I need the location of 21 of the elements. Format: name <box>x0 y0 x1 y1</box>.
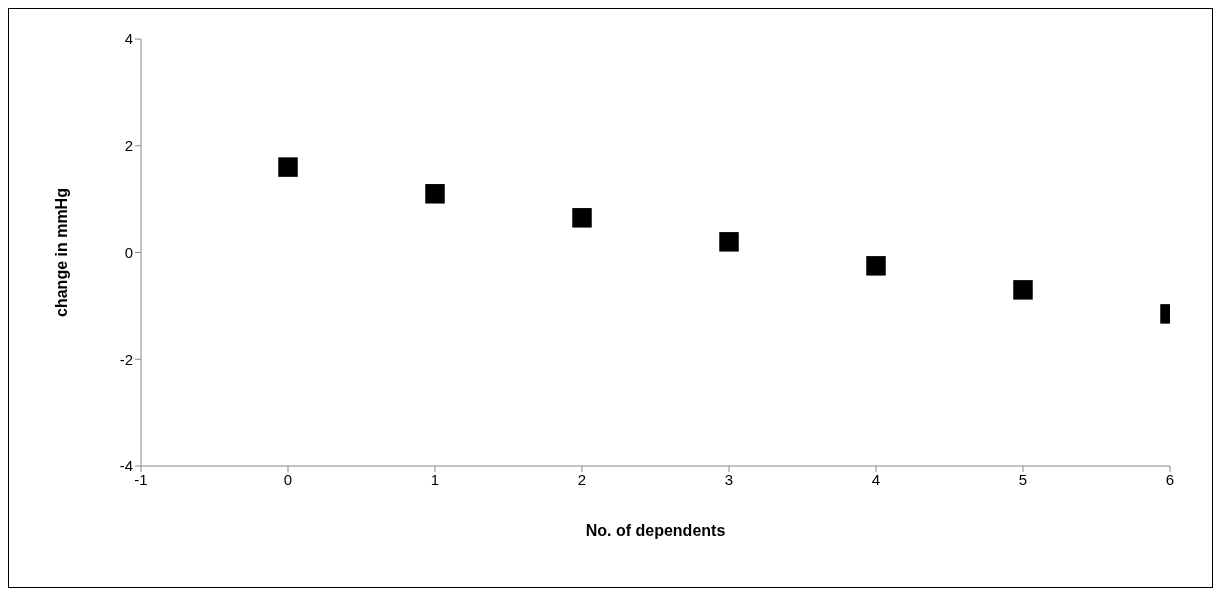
x-tick-label: 4 <box>871 470 881 488</box>
x-tick-label: 3 <box>724 470 734 488</box>
y-axis-title: change in mmHg <box>52 188 70 317</box>
x-tick-label: -1 <box>134 470 148 488</box>
point <box>572 208 592 228</box>
y-tick-label: 4 <box>124 30 133 48</box>
point <box>719 232 739 252</box>
x-tick-label: 5 <box>1018 470 1028 488</box>
y-tick-label: 2 <box>124 137 133 155</box>
y-tick-label: -2 <box>119 350 133 368</box>
point <box>866 256 886 276</box>
x-tick-label: 6 <box>1165 470 1175 488</box>
y-tick-label: 0 <box>124 243 133 261</box>
point <box>425 184 445 204</box>
x-axis-title: No. of dependents <box>585 522 726 539</box>
x-tick-label: 0 <box>283 470 293 488</box>
y-tick-label: -4 <box>119 457 133 475</box>
x-tick-label: 1 <box>430 470 440 488</box>
point <box>1013 280 1033 300</box>
point <box>278 157 298 177</box>
x-tick-label: 2 <box>577 470 587 488</box>
